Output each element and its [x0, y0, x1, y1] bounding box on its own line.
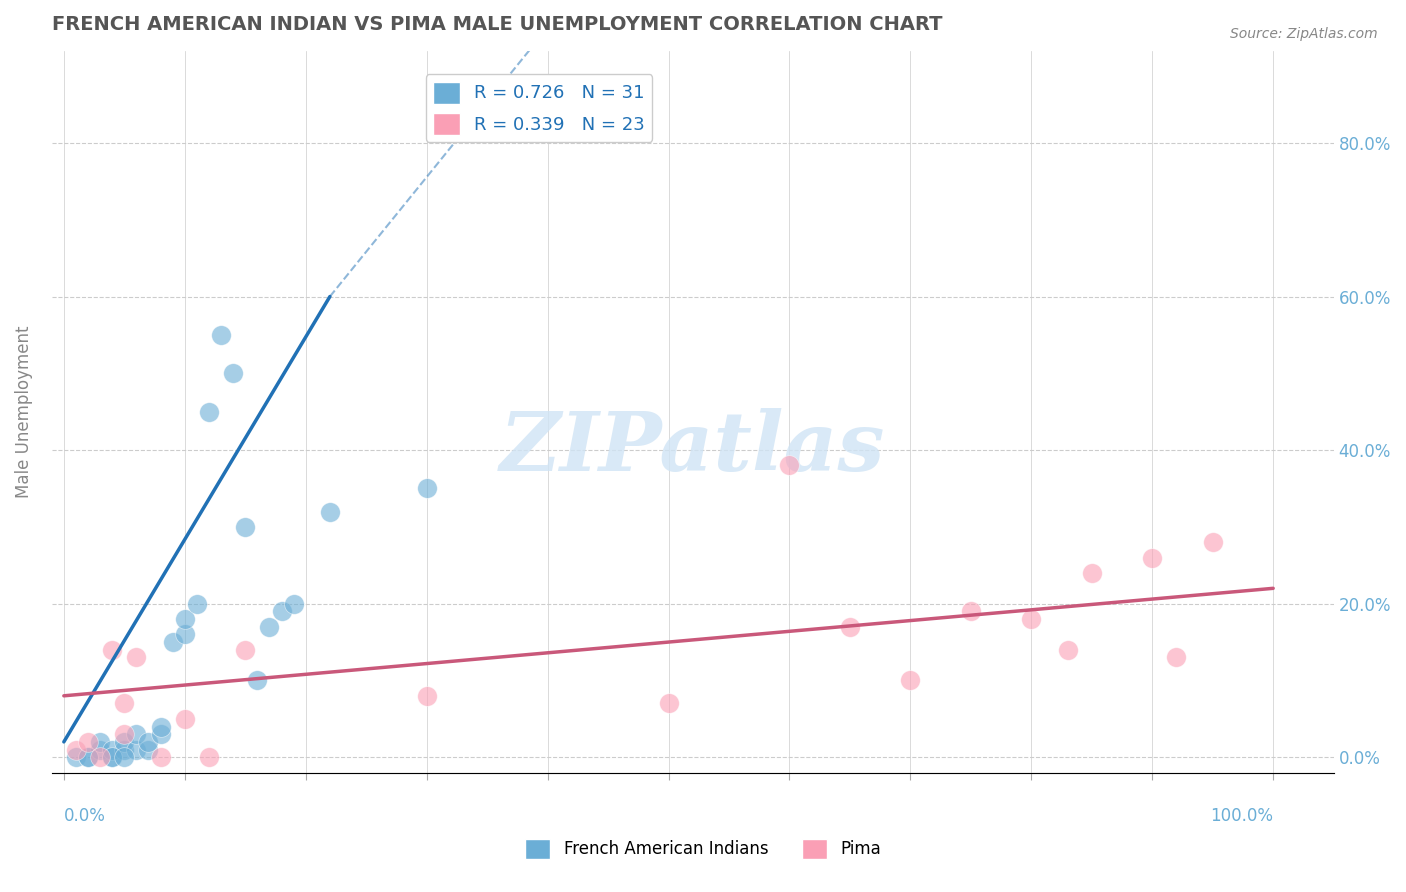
Point: [65, 742, 87, 756]
Text: ZIPatlas: ZIPatlas: [501, 408, 886, 488]
Legend: French American Indians, Pima: French American Indians, Pima: [519, 832, 887, 866]
Point: [898, 673, 921, 688]
Point: [138, 742, 160, 756]
Point: [657, 697, 679, 711]
Point: [112, 735, 135, 749]
Text: Source: ZipAtlas.com: Source: ZipAtlas.com: [1230, 27, 1378, 41]
Point: [198, 405, 221, 419]
Point: [838, 620, 860, 634]
Legend: R = 0.726   N = 31, R = 0.339   N = 23: R = 0.726 N = 31, R = 0.339 N = 23: [426, 74, 652, 142]
Point: [222, 367, 245, 381]
Point: [246, 673, 269, 688]
Point: [319, 504, 342, 518]
Point: [65, 750, 87, 764]
Point: [125, 650, 148, 665]
Point: [1081, 566, 1104, 580]
Point: [233, 520, 256, 534]
Point: [101, 750, 124, 764]
Text: 100.0%: 100.0%: [1211, 807, 1274, 825]
Point: [259, 620, 281, 634]
Point: [149, 750, 172, 764]
Point: [125, 727, 148, 741]
Point: [233, 642, 256, 657]
Point: [1202, 535, 1225, 549]
Point: [415, 482, 437, 496]
Point: [101, 750, 124, 764]
Point: [101, 642, 124, 657]
Point: [1021, 612, 1043, 626]
Point: [1142, 550, 1164, 565]
Point: [89, 735, 111, 749]
Point: [173, 627, 195, 641]
Point: [89, 742, 111, 756]
Point: [198, 750, 221, 764]
Text: 0.0%: 0.0%: [63, 807, 105, 825]
Point: [162, 635, 184, 649]
Point: [77, 735, 100, 749]
Point: [1056, 642, 1078, 657]
Point: [778, 458, 800, 473]
Point: [209, 327, 232, 342]
Point: [270, 604, 292, 618]
Point: [1166, 650, 1188, 665]
Point: [149, 719, 172, 733]
Point: [77, 750, 100, 764]
Point: [149, 727, 172, 741]
Y-axis label: Male Unemployment: Male Unemployment: [15, 326, 32, 498]
Point: [283, 597, 305, 611]
Point: [959, 604, 981, 618]
Point: [112, 750, 135, 764]
Point: [173, 612, 195, 626]
Point: [186, 597, 208, 611]
Point: [125, 742, 148, 756]
Point: [89, 750, 111, 764]
Point: [112, 742, 135, 756]
Text: FRENCH AMERICAN INDIAN VS PIMA MALE UNEMPLOYMENT CORRELATION CHART: FRENCH AMERICAN INDIAN VS PIMA MALE UNEM…: [52, 15, 942, 34]
Point: [77, 750, 100, 764]
Point: [415, 689, 437, 703]
Point: [173, 712, 195, 726]
Point: [138, 735, 160, 749]
Point: [101, 742, 124, 756]
Point: [112, 697, 135, 711]
Point: [112, 727, 135, 741]
